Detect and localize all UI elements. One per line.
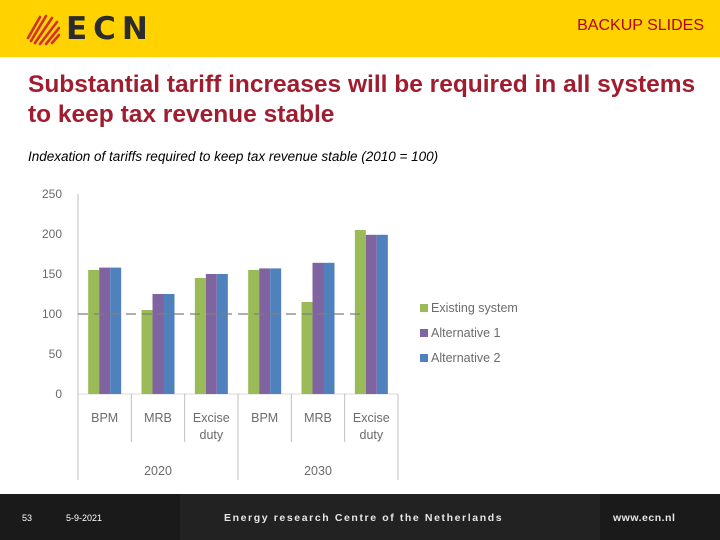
legend-swatch	[420, 304, 428, 312]
x-group-label: 2030	[304, 464, 332, 478]
x-category-label: BPM	[251, 411, 278, 425]
bar-alternative-2	[110, 267, 122, 394]
y-tick-label: 50	[49, 347, 63, 361]
bar-existing-system	[141, 310, 153, 394]
ecn-logo[interactable]: ECN	[26, 12, 154, 46]
x-group-label: 2020	[144, 464, 172, 478]
legend-label: Alternative 2	[431, 351, 501, 365]
slide-title: Substantial tariff increases will be req…	[28, 71, 696, 128]
bar-alternative-2	[323, 262, 335, 394]
y-tick-label: 200	[42, 227, 62, 241]
bar-alternative-1	[99, 267, 111, 394]
y-tick-label: 250	[42, 187, 62, 201]
footer-organization: Energy research Centre of the Netherland…	[224, 512, 504, 524]
ecn-sunburst-icon	[26, 14, 60, 46]
x-category-label: Excise	[193, 411, 230, 425]
footer-url[interactable]: www.ecn.nl	[613, 512, 676, 524]
bar-existing-system	[248, 270, 260, 394]
section-label: BACKUP SLIDES	[577, 17, 704, 34]
legend-swatch	[420, 354, 428, 362]
footer-bar: 53 5-9-2021 Energy research Centre of th…	[0, 494, 720, 540]
y-tick-label: 100	[42, 307, 62, 321]
x-category-label: MRB	[304, 411, 332, 425]
bar-alternative-1	[205, 274, 217, 394]
bar-existing-system	[194, 278, 206, 394]
x-category-label: BPM	[91, 411, 118, 425]
footer-center-panel	[180, 494, 600, 540]
page-number: 53	[22, 513, 33, 523]
x-category-label: MRB	[144, 411, 172, 425]
legend-label: Existing system	[431, 301, 518, 315]
legend-swatch	[420, 329, 428, 337]
logo-text: ECN	[66, 10, 154, 47]
bar-alternative-2	[216, 274, 228, 394]
tariff-indexation-chart: 0 50 100 150 200 250 BPM MRB Excise duty BPM MRB Exc…	[42, 187, 518, 480]
footer-date: 5-9-2021	[66, 513, 103, 523]
x-category-label: duty	[360, 428, 384, 442]
legend-label: Alternative 1	[431, 326, 501, 340]
x-category-label: Excise	[353, 411, 390, 425]
bar-alternative-1	[152, 294, 164, 394]
bar-alternative-1	[365, 234, 377, 394]
y-tick-label: 0	[55, 387, 62, 401]
y-tick-label: 150	[42, 267, 62, 281]
chart-subtitle: Indexation of tariffs required to keep t…	[28, 149, 439, 164]
bar-alternative-2	[270, 268, 282, 394]
bar-alternative-2	[376, 234, 388, 394]
header-bar: ECN BACKUP SLIDES	[0, 0, 720, 57]
bar-existing-system	[354, 230, 366, 394]
bar-existing-system	[301, 302, 313, 394]
x-category-label: duty	[200, 428, 224, 442]
bar-existing-system	[88, 270, 100, 394]
bar-alternative-1	[312, 262, 324, 394]
bar-alternative-2	[163, 294, 175, 394]
bar-alternative-1	[259, 268, 271, 394]
